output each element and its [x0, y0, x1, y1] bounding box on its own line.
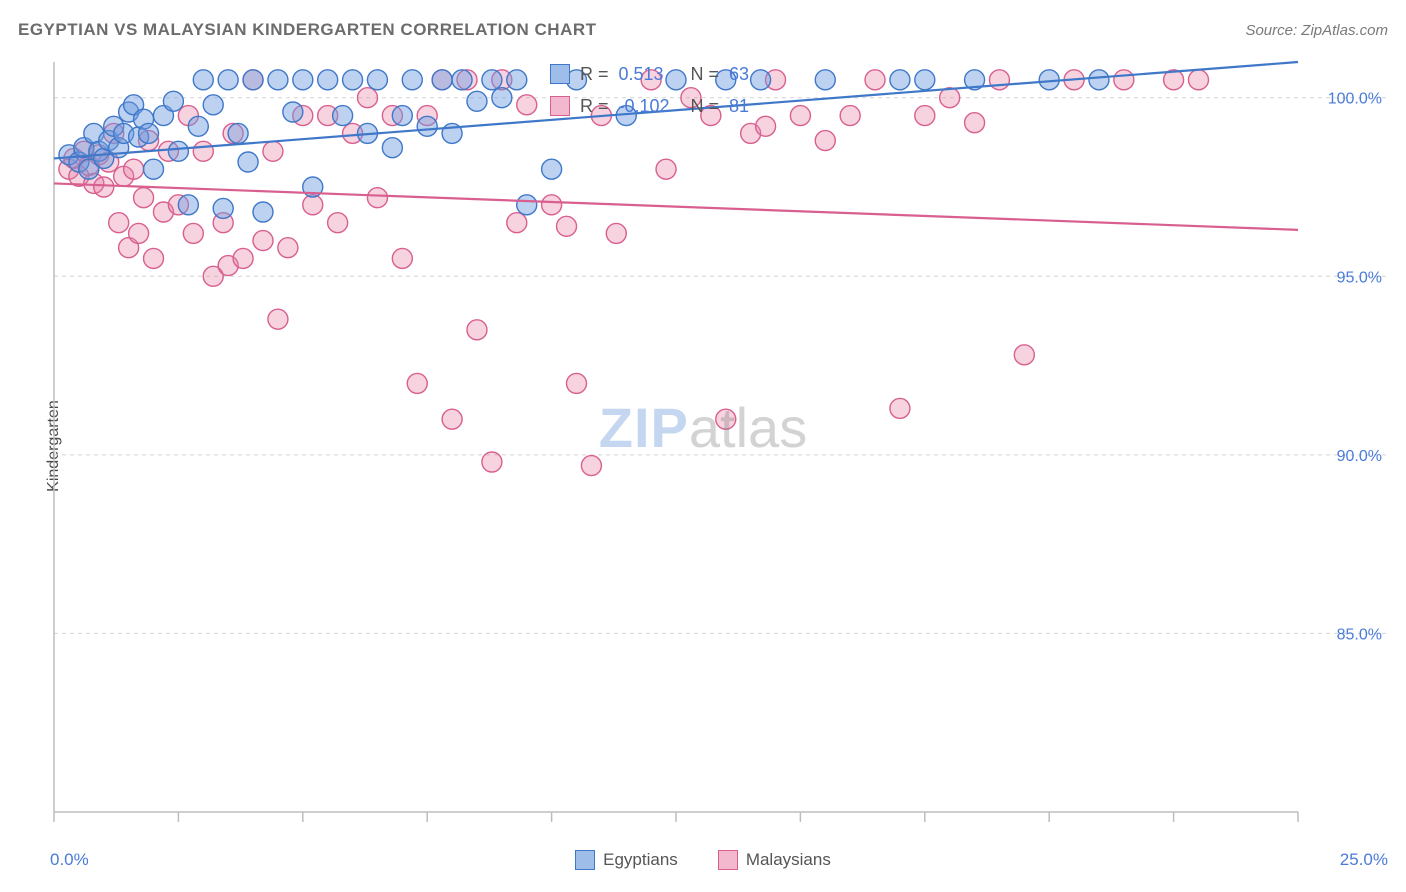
svg-text:100.0%: 100.0%	[1328, 91, 1382, 108]
legend-label-b: Malaysians	[746, 850, 831, 870]
chart-source: Source: ZipAtlas.com	[1245, 22, 1388, 39]
stats-legend-box: R = 0.513 N = 63 R = -0.102 N = 81	[550, 60, 791, 124]
svg-text:95.0%: 95.0%	[1337, 269, 1382, 286]
n-value-b: 81	[729, 92, 791, 120]
svg-text:90.0%: 90.0%	[1337, 448, 1382, 465]
plot-area: 85.0% 90.0% 95.0% 100.0%	[50, 52, 1388, 842]
legend-item-a: Egyptians	[575, 850, 678, 870]
r-label-b: R =	[580, 92, 609, 120]
chart-title: EGYPTIAN VS MALAYSIAN KINDERGARTEN CORRE…	[18, 20, 597, 40]
r-label-a: R =	[580, 60, 609, 88]
stats-row-b: R = -0.102 N = 81	[550, 92, 791, 120]
n-label-b: N =	[691, 92, 720, 120]
swatch-series-b	[550, 96, 570, 116]
scatter-plot-svg: 85.0% 90.0% 95.0% 100.0%	[50, 52, 1388, 842]
swatch-series-a	[550, 64, 570, 84]
legend-swatch-a	[575, 850, 595, 870]
chart-header: EGYPTIAN VS MALAYSIAN KINDERGARTEN CORRE…	[18, 20, 1388, 40]
n-value-a: 63	[729, 60, 791, 88]
n-label-a: N =	[691, 60, 720, 88]
bottom-legend: Egyptians Malaysians	[0, 850, 1406, 870]
legend-label-a: Egyptians	[603, 850, 678, 870]
svg-text:85.0%: 85.0%	[1337, 626, 1382, 643]
legend-swatch-b	[718, 850, 738, 870]
stats-row-a: R = 0.513 N = 63	[550, 60, 791, 88]
legend-item-b: Malaysians	[718, 850, 831, 870]
r-value-b: -0.102	[619, 92, 681, 120]
r-value-a: 0.513	[619, 60, 681, 88]
